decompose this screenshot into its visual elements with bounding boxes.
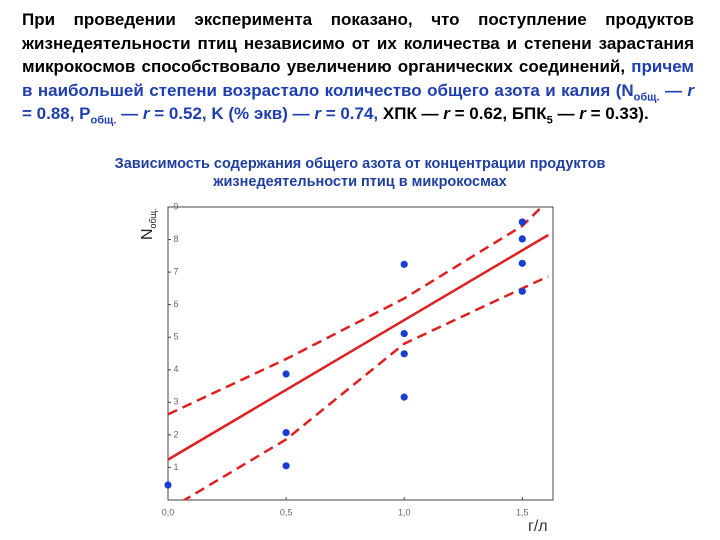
text-run: — <box>659 80 688 100</box>
text-run: причем в наибольшей степени возрастало к… <box>22 57 694 100</box>
y-tick-label: 4 <box>173 364 178 374</box>
text-run: r <box>443 104 450 123</box>
x-tick-label: 1,5 <box>516 507 529 517</box>
confidence-band <box>168 207 544 416</box>
y-label: Nобщ. <box>139 208 158 240</box>
point <box>400 393 408 401</box>
text-run: r <box>142 104 150 123</box>
y-tick-label: 1 <box>173 462 178 472</box>
x-axis-label: г/л <box>528 518 548 535</box>
x-tick-label: 0,5 <box>280 507 293 517</box>
confidence-band <box>181 275 549 500</box>
y-tick-label: 8 <box>173 234 178 244</box>
y-tick-label: 6 <box>173 299 178 309</box>
text-run: = 0.62, БПК <box>449 104 547 123</box>
text-run: r <box>314 104 321 123</box>
point <box>164 481 172 489</box>
chart-title: Зависимость содержания общего азота от к… <box>114 156 606 190</box>
point <box>400 330 408 338</box>
text-run: = 0.52, K (% экв) — <box>149 104 315 123</box>
x-tick-label: 0,0 <box>162 507 175 517</box>
point <box>518 259 526 267</box>
text-run: При проведении эксперимента показано, чт… <box>22 10 694 76</box>
text-run: общ. <box>90 114 117 127</box>
text-run: r <box>687 80 694 100</box>
text-run: = 0.74, <box>320 104 383 123</box>
plot-lines <box>168 207 549 500</box>
point <box>518 287 526 295</box>
y-label-main: N <box>139 228 156 240</box>
text-run: — <box>116 104 143 123</box>
text-run: ХПК — <box>382 104 444 123</box>
point <box>518 218 526 226</box>
text-run: r <box>579 104 586 123</box>
y-tick-label: 5 <box>173 332 178 342</box>
y-tick-label: 9 <box>173 201 178 211</box>
text-run: общ. <box>633 90 660 103</box>
point <box>400 350 408 358</box>
point <box>282 429 290 437</box>
point <box>518 235 526 243</box>
point <box>282 370 290 378</box>
point <box>282 462 290 470</box>
y-tick-label: 2 <box>173 429 178 439</box>
y-axis-label: Nобщ. <box>139 208 158 240</box>
text-run: = 0.88, P <box>22 104 91 123</box>
regression-line <box>168 233 549 461</box>
text-run: — <box>552 104 580 123</box>
point <box>400 260 408 268</box>
y-label-sub: общ. <box>148 208 158 228</box>
text-run: = 0.33). <box>585 104 649 123</box>
x-tick-label: 1,0 <box>398 507 411 517</box>
text-run: 5 <box>546 114 553 127</box>
y-tick-label: 7 <box>173 266 178 276</box>
paragraph: При проведении эксперимента показано, чт… <box>22 8 694 126</box>
y-tick-label: 3 <box>173 397 178 407</box>
plot-frame <box>167 206 554 501</box>
